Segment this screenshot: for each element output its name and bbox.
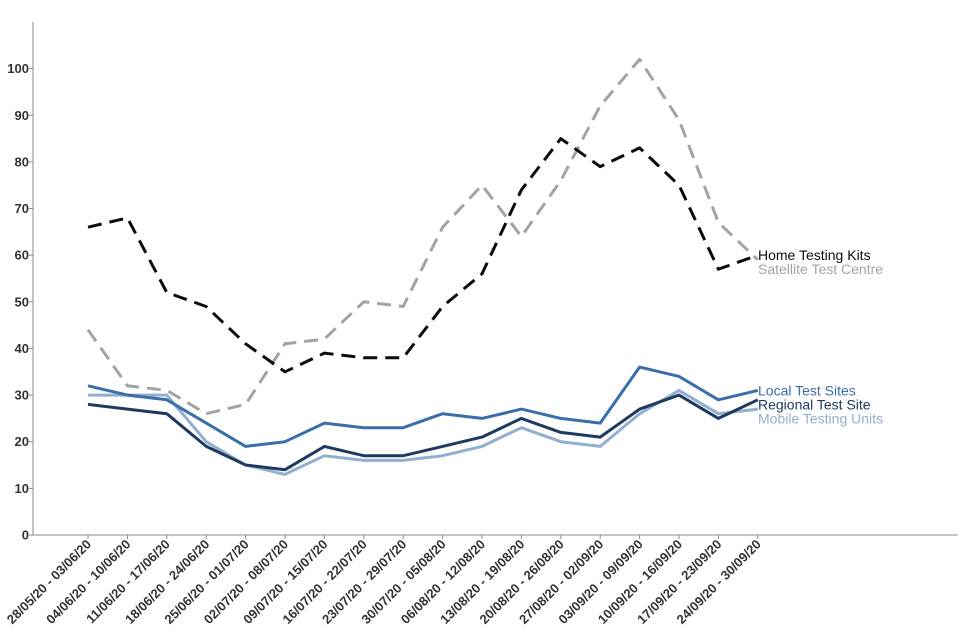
y-tick-label: 80 <box>15 154 29 169</box>
series-label-regional-test-site: Regional Test Site <box>758 396 871 412</box>
series-label-satellite-test-centre: Satellite Test Centre <box>758 261 883 277</box>
series-line-local-test-sites <box>87 365 759 448</box>
y-tick-label: 20 <box>15 434 29 449</box>
series-line-mobile-testing-units <box>88 388 758 476</box>
series-label-mobile-testing-units: Mobile Testing Units <box>758 410 883 426</box>
series-line-regional-test-site <box>87 393 759 472</box>
y-tick-label: 0 <box>22 528 29 543</box>
series-line-satellite-test-centre <box>86 57 759 416</box>
series-line-home-testing-kits <box>87 137 759 374</box>
y-tick-label: 90 <box>15 108 29 123</box>
series-label-local-test-sites: Local Test Sites <box>758 382 856 398</box>
y-tick-label: 50 <box>15 294 29 309</box>
y-tick-label: 30 <box>15 388 29 403</box>
y-tick-label: 60 <box>15 248 29 263</box>
y-tick-label: 70 <box>15 201 29 216</box>
y-tick-label: 100 <box>7 61 29 76</box>
y-tick-label: 40 <box>15 341 29 356</box>
series-label-home-testing-kits: Home Testing Kits <box>758 247 871 263</box>
series-lines <box>86 57 759 476</box>
y-tick-label: 10 <box>15 481 29 496</box>
